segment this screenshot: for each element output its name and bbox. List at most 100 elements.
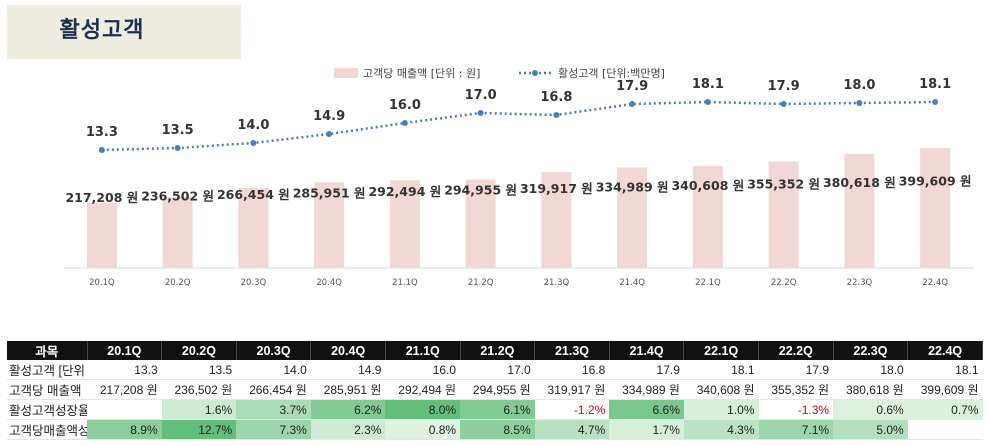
- table-cell: 2.3%: [310, 419, 386, 440]
- table-cell: 5.0%: [833, 419, 908, 440]
- legend-label-bar: 고객당 매출액 [단위 : 원]: [363, 67, 480, 80]
- table-row-label: 고객당 매출액: [7, 379, 88, 400]
- table-cell: 4.3%: [683, 419, 759, 440]
- line-point: [780, 101, 787, 107]
- table-cell: 16.8: [534, 360, 610, 380]
- table-cell: 14.9: [310, 360, 386, 380]
- table-cell: 0.7%: [907, 399, 983, 420]
- table-cell: 355,352 원: [758, 379, 834, 400]
- legend-swatch-bar: [334, 68, 358, 78]
- table-cell: [87, 399, 162, 420]
- bar-data-label: 292,494 원: [368, 184, 441, 199]
- line-data-label: 17.9: [616, 79, 648, 94]
- table-cell: 294,955 원: [460, 379, 535, 400]
- table-header-quarter: 20.1Q: [87, 341, 163, 360]
- line-point: [553, 112, 560, 118]
- line-data-label: 17.9: [768, 79, 800, 94]
- bar: [238, 188, 269, 268]
- table-cell: 7.1%: [758, 419, 834, 440]
- table-cell: 1.0%: [683, 399, 759, 420]
- line-data-label: 18.1: [692, 77, 724, 92]
- line-point: [174, 145, 181, 151]
- table-header-quarter: 21.4Q: [609, 341, 685, 360]
- table-cell: 292,494 원: [385, 379, 461, 400]
- line-point: [477, 110, 484, 116]
- table-cell: 18.1: [683, 360, 759, 380]
- line-data-label: 18.0: [843, 78, 875, 93]
- table-cell: 236,502 원: [161, 379, 237, 400]
- data-table: 과목 20.1Q 20.2Q 20.3Q 20.4Q 21.1Q 21.2Q 21.3Q 21.…: [7, 341, 983, 440]
- table-header-quarter: 21.1Q: [385, 341, 461, 360]
- x-tick-label: 22.1Q: [695, 278, 721, 288]
- table-header-quarter: 22.1Q: [683, 341, 759, 360]
- table-cell: 6.2%: [310, 399, 386, 420]
- bar-data-label: 236,502 원: [141, 189, 214, 204]
- bar: [617, 167, 648, 268]
- table-cell: 8.9%: [87, 419, 162, 440]
- line-point: [932, 99, 939, 105]
- bar: [162, 197, 193, 268]
- legend-label-line: 활성고객 [단위:백만명]: [558, 66, 665, 80]
- table-cell: 18.1: [907, 360, 983, 380]
- bar-data-label: 285,951 원: [293, 186, 366, 201]
- bar-data-label: 319,917 원: [520, 181, 593, 196]
- table-row: 활성고객성장율(전분기대비) 1.6%3.7%6.2%8.0%6.1%-1.2%6…: [7, 399, 983, 420]
- bar: [86, 202, 117, 268]
- bar-data-label: 399,609 원: [899, 174, 972, 189]
- table-row-label: 고객당매출액성장율(전분기대비: [7, 419, 88, 440]
- table-header-quarter: 20.4Q: [310, 341, 386, 360]
- table-header-quarter: 21.2Q: [460, 341, 536, 360]
- table-cell: 0.8%: [385, 419, 461, 440]
- table-header-label: 과목: [7, 341, 88, 360]
- table-cell: 1.7%: [609, 419, 684, 440]
- line-data-label: 14.9: [313, 109, 345, 124]
- line-data-label: 13.5: [162, 123, 194, 138]
- x-tick-label: 20.2Q: [165, 278, 191, 288]
- table-cell: 319,917 원: [534, 379, 610, 400]
- line-point: [98, 147, 105, 153]
- table-row-label: 활성고객성장율(전분기대비): [7, 399, 88, 420]
- table-cell: 217,208 원: [87, 379, 162, 400]
- table-cell: 0.6%: [833, 399, 908, 420]
- line-point: [250, 140, 257, 146]
- table-row: 활성고객 [단위 13.3 13.5 14.0 14.9 16.0 17.0 16.8 17.9…: [7, 360, 983, 380]
- table-cell: 4.7%: [534, 419, 610, 440]
- x-tick-label: 21.1Q: [392, 278, 418, 288]
- line-point: [326, 131, 333, 137]
- table-cell: -1.3%: [758, 399, 834, 420]
- table-cell: 6.6%: [609, 399, 684, 420]
- table-cell: 17.0: [460, 360, 535, 380]
- bar-data-label: 340,608 원: [671, 178, 744, 193]
- table-cell: 1.6%: [161, 399, 237, 420]
- table-cell: 8.0%: [385, 399, 461, 420]
- line-data-label: 16.8: [540, 90, 572, 105]
- table-header-quarter: 22.2Q: [758, 341, 834, 360]
- table-cell: 17.9: [758, 360, 834, 380]
- x-tick-label: 20.1Q: [89, 278, 115, 288]
- table-cell: 13.5: [161, 360, 237, 380]
- bar: [768, 161, 799, 268]
- table-cell: 340,608 원: [683, 379, 759, 400]
- table-cell: [907, 419, 983, 440]
- table-header-quarter: 22.3Q: [833, 341, 909, 360]
- x-tick-label: 22.2Q: [771, 278, 797, 288]
- line-data-label: 17.0: [465, 88, 497, 103]
- table-row: 고객당매출액성장율(전분기대비8.9%12.7%7.3%2.3%0.8%8.5%…: [7, 419, 983, 440]
- bar-data-label: 294,955 원: [444, 183, 517, 198]
- x-tick-label: 20.3Q: [241, 278, 267, 288]
- line-data-label: 18.1: [919, 77, 951, 92]
- line-series-active-customers: [101, 100, 936, 152]
- table-header-quarter: 20.2Q: [161, 341, 237, 360]
- line-data-label: 14.0: [237, 118, 269, 133]
- table-cell: 13.3: [87, 360, 162, 380]
- line-point: [704, 99, 711, 105]
- table-header-quarter: 20.3Q: [236, 341, 312, 360]
- x-tick-label: 20.4Q: [316, 278, 342, 288]
- table-header-quarter: 22.4Q: [907, 341, 983, 360]
- bar-data-label: 355,352 원: [747, 177, 820, 192]
- table-cell: -1.2%: [534, 399, 610, 420]
- page-title: 활성고객: [59, 18, 145, 43]
- bar: [541, 172, 572, 268]
- table-cell: 285,951 원: [310, 379, 386, 400]
- bar-data-label: 380,618 원: [823, 175, 896, 190]
